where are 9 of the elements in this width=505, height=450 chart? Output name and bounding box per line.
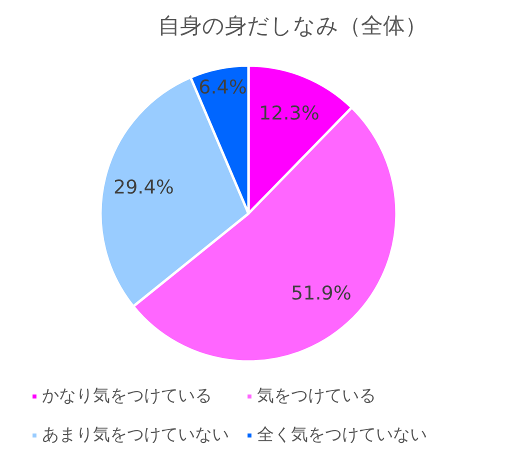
data-label: 6.4%: [198, 76, 247, 98]
legend-label: 全く気をつけていない: [257, 424, 427, 446]
data-label: 12.3%: [259, 102, 320, 124]
legend-label: 気をつけている: [257, 385, 376, 407]
data-label: 51.9%: [291, 282, 352, 304]
chart-title: 自身の身だしなみ（全体）: [158, 14, 427, 39]
legend-label: かなり気をつけている: [42, 385, 212, 407]
legend-label: あまり気をつけていない: [42, 424, 229, 446]
data-label: 29.4%: [114, 176, 174, 198]
